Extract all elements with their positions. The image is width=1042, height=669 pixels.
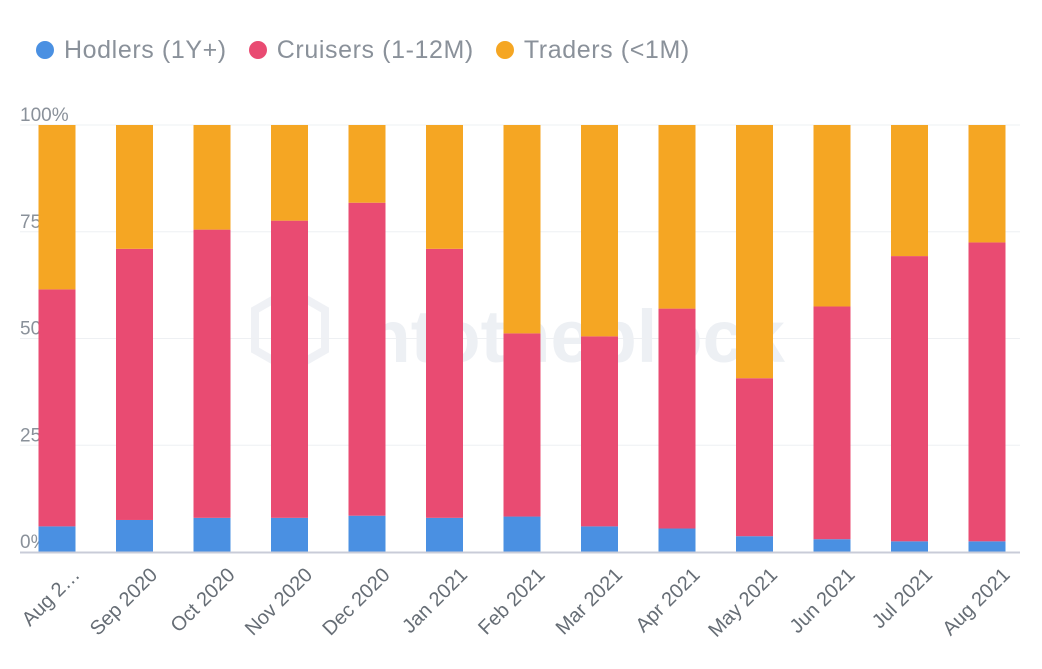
legend: Hodlers (1Y+) Cruisers (1-12M) Traders (… <box>36 30 690 70</box>
bar-stack[interactable] <box>193 125 231 552</box>
bar-segment-hodlers[interactable] <box>581 526 618 552</box>
watermark-text: intotheblock <box>345 295 786 378</box>
legend-dot-cruisers <box>248 41 267 59</box>
x-tick-label: Feb 2021 <box>474 564 549 639</box>
legend-label-traders: Traders (<1M) <box>523 35 690 64</box>
bar-segment-hodlers[interactable] <box>658 528 696 552</box>
bar-segment-cruisers[interactable] <box>426 248 463 518</box>
bar-segment-hodlers[interactable] <box>38 526 76 552</box>
y-tick-label: 100% <box>20 105 69 126</box>
bar-segment-traders[interactable] <box>503 125 541 334</box>
legend-dot-hodlers <box>36 41 54 59</box>
x-tick-label: Mar 2021 <box>552 564 627 639</box>
bar-segment-hodlers[interactable] <box>116 519 153 552</box>
x-tick-label: May 2021 <box>704 564 782 642</box>
bar-stack[interactable] <box>503 125 541 552</box>
bar-stack[interactable] <box>116 125 153 552</box>
bar-segment-cruisers[interactable] <box>271 220 308 518</box>
bar-stack[interactable] <box>658 125 696 552</box>
bar-segment-cruisers[interactable] <box>891 256 928 542</box>
bar-segment-cruisers[interactable] <box>503 333 541 517</box>
bars <box>38 125 1006 552</box>
legend-dot-traders <box>495 41 514 59</box>
bar-stack[interactable] <box>736 125 773 552</box>
bar-segment-hodlers[interactable] <box>348 515 386 552</box>
bar-segment-traders[interactable] <box>426 125 463 249</box>
bar-segment-traders[interactable] <box>116 125 153 249</box>
bar-stack[interactable] <box>813 125 851 552</box>
bar-segment-traders[interactable] <box>891 125 928 257</box>
x-tick-label: Aug 2… <box>18 564 85 631</box>
bar-stack[interactable] <box>271 125 308 552</box>
bar-stack[interactable] <box>581 125 618 552</box>
bar-segment-traders[interactable] <box>38 125 76 290</box>
x-tick-label: Jul 2021 <box>868 564 937 633</box>
x-tick-label: Sep 2020 <box>86 564 162 640</box>
legend-label-hodlers: Hodlers (1Y+) <box>64 35 227 64</box>
legend-item-cruisers[interactable]: Cruisers (1-12M) <box>248 35 474 65</box>
x-tick-label: Aug 2021 <box>938 564 1014 640</box>
bar-segment-traders[interactable] <box>736 125 773 379</box>
bar-segment-hodlers[interactable] <box>426 517 463 552</box>
bar-segment-hodlers[interactable] <box>813 539 851 552</box>
bar-segment-hodlers[interactable] <box>193 517 231 552</box>
bar-segment-cruisers[interactable] <box>736 378 773 537</box>
legend-item-traders[interactable]: Traders (<1M) <box>495 35 690 65</box>
bar-stack[interactable] <box>891 125 928 552</box>
bar-segment-traders[interactable] <box>271 125 308 221</box>
x-tick-label: Jun 2021 <box>786 564 860 638</box>
bar-segment-cruisers[interactable] <box>968 242 1006 542</box>
bar-segment-cruisers[interactable] <box>348 202 386 516</box>
bar-segment-hodlers[interactable] <box>271 517 308 552</box>
bar-segment-cruisers[interactable] <box>116 248 153 520</box>
bar-stack[interactable] <box>38 125 76 552</box>
bar-segment-hodlers[interactable] <box>891 541 928 552</box>
bar-segment-cruisers[interactable] <box>193 229 231 518</box>
bar-segment-hodlers[interactable] <box>503 516 541 552</box>
legend-label-cruisers: Cruisers (1-12M) <box>276 35 474 64</box>
bar-segment-traders[interactable] <box>658 125 696 309</box>
bar-segment-hodlers[interactable] <box>968 541 1006 552</box>
bar-segment-cruisers[interactable] <box>658 308 696 529</box>
bar-segment-traders[interactable] <box>193 125 231 230</box>
x-tick-label: Nov 2020 <box>241 564 317 640</box>
bar-stack[interactable] <box>348 125 386 552</box>
bar-segment-hodlers[interactable] <box>736 536 773 552</box>
bar-segment-traders[interactable] <box>813 125 851 307</box>
bar-segment-traders[interactable] <box>581 125 618 337</box>
bar-segment-cruisers[interactable] <box>581 336 618 527</box>
x-axis: Aug 2… Sep 2020 Oct 2020 Nov 2020 Dec 2020 Ja… <box>18 564 1015 642</box>
watermark: intotheblock <box>251 285 786 378</box>
x-tick-label: Apr 2021 <box>632 564 705 637</box>
x-tick-label: Jan 2021 <box>398 564 472 638</box>
bar-segment-traders[interactable] <box>348 125 386 203</box>
bar-stack[interactable] <box>968 125 1006 552</box>
legend-item-hodlers[interactable]: Hodlers (1Y+) <box>36 36 227 65</box>
x-tick-label: Dec 2020 <box>318 564 394 640</box>
bar-stack[interactable] <box>426 125 463 552</box>
bar-segment-cruisers[interactable] <box>813 306 851 540</box>
bar-segment-traders[interactable] <box>968 125 1006 243</box>
bar-segment-cruisers[interactable] <box>38 289 76 527</box>
x-tick-label: Oct 2020 <box>167 564 240 637</box>
